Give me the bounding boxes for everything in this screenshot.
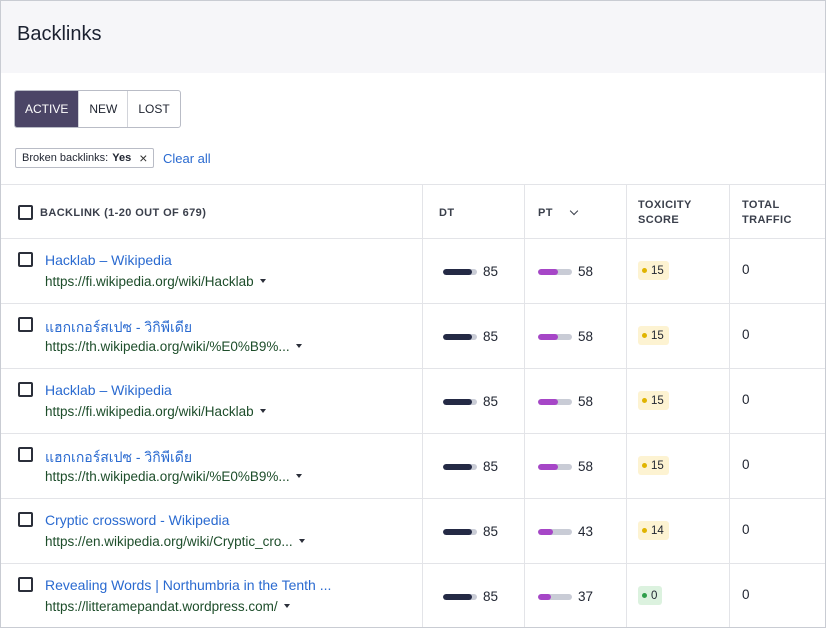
traffic-value: 0 xyxy=(742,327,750,342)
table-body: Hacklab – Wikipedia https://fi.wikipedia… xyxy=(1,239,825,627)
traffic-value: 0 xyxy=(742,522,750,537)
dt-bar xyxy=(443,464,477,470)
pt-value: 58 xyxy=(578,329,594,344)
dt-value: 85 xyxy=(483,524,499,539)
tab-active[interactable]: ACTIVE xyxy=(15,91,79,127)
backlink-url[interactable]: https://fi.wikipedia.org/wiki/Hacklab xyxy=(45,404,266,419)
pt-value: 37 xyxy=(578,589,594,604)
page-header: Backlinks xyxy=(1,1,825,73)
pt-value: 43 xyxy=(578,524,594,539)
caret-down-icon[interactable] xyxy=(283,604,290,609)
pt-bar xyxy=(538,399,572,405)
status-dot-icon xyxy=(642,593,647,598)
pt-bar xyxy=(538,529,572,535)
chevron-down-icon[interactable] xyxy=(569,206,579,216)
toxicity-badge: 15 xyxy=(638,391,669,410)
pt-bar xyxy=(538,269,572,275)
traffic-value: 0 xyxy=(742,262,750,277)
table-row: Hacklab – Wikipedia https://fi.wikipedia… xyxy=(1,239,825,304)
toxicity-badge: 15 xyxy=(638,456,669,475)
backlinks-table: BACKLINK (1-20 OUT OF 679) DT PT TOXICIT… xyxy=(1,184,825,627)
pt-bar xyxy=(538,464,572,470)
backlink-status-tabs: ACTIVE NEW LOST xyxy=(14,90,181,128)
dt-value: 85 xyxy=(483,459,499,474)
traffic-value: 0 xyxy=(742,587,750,602)
backlink-url[interactable]: https://th.wikipedia.org/wiki/%E0%B9%... xyxy=(45,339,302,354)
clear-all-link[interactable]: Clear all xyxy=(163,151,211,166)
row-checkbox[interactable] xyxy=(18,577,33,592)
row-checkbox[interactable] xyxy=(18,317,33,332)
traffic-value: 0 xyxy=(742,392,750,407)
tab-lost[interactable]: LOST xyxy=(127,91,179,127)
column-divider xyxy=(422,184,423,627)
pt-value: 58 xyxy=(578,394,594,409)
dt-value: 85 xyxy=(483,264,499,279)
row-checkbox[interactable] xyxy=(18,447,33,462)
table-row: Revealing Words | Northumbria in the Ten… xyxy=(1,564,825,627)
caret-down-icon[interactable] xyxy=(298,539,305,544)
caret-down-icon[interactable] xyxy=(295,474,302,479)
dt-bar xyxy=(443,269,477,275)
row-checkbox[interactable] xyxy=(18,382,33,397)
dt-bar xyxy=(443,529,477,535)
row-checkbox[interactable] xyxy=(18,252,33,267)
caret-down-icon[interactable] xyxy=(295,344,302,349)
filter-chip-broken-backlinks: Broken backlinks: Yes × xyxy=(15,148,155,168)
table-row: แฮกเกอร์สเปซ - วิกิพีเดีย https://th.wik… xyxy=(1,304,825,369)
dt-value: 85 xyxy=(483,329,499,344)
status-dot-icon xyxy=(642,268,647,273)
status-dot-icon xyxy=(642,333,647,338)
pt-bar xyxy=(538,334,572,340)
caret-down-icon[interactable] xyxy=(259,409,266,414)
backlink-url[interactable]: https://en.wikipedia.org/wiki/Cryptic_cr… xyxy=(45,534,305,549)
backlink-url[interactable]: https://litteramepandat.wordpress.com/ xyxy=(45,599,290,614)
column-divider xyxy=(729,184,730,627)
table-row: Cryptic crossword - Wikipedia https://en… xyxy=(1,499,825,564)
status-dot-icon xyxy=(642,528,647,533)
toxicity-badge: 15 xyxy=(638,261,669,280)
status-dot-icon xyxy=(642,398,647,403)
toxicity-badge: 15 xyxy=(638,326,669,345)
backlink-title-link[interactable]: แฮกเกอร์สเปซ - วิกิพีเดีย xyxy=(45,449,193,465)
backlink-title-link[interactable]: Cryptic crossword - Wikipedia xyxy=(45,512,230,528)
toxicity-badge: 14 xyxy=(638,521,669,540)
pt-value: 58 xyxy=(578,264,594,279)
dt-value: 85 xyxy=(483,589,499,604)
dt-value: 85 xyxy=(483,394,499,409)
row-checkbox[interactable] xyxy=(18,512,33,527)
backlink-title-link[interactable]: แฮกเกอร์สเปซ - วิกิพีเดีย xyxy=(45,319,193,335)
backlink-title-link[interactable]: Revealing Words | Northumbria in the Ten… xyxy=(45,577,332,593)
tab-new[interactable]: NEW xyxy=(78,91,127,127)
toxicity-badge: 0 xyxy=(638,586,663,605)
table-row: Hacklab – Wikipedia https://fi.wikipedia… xyxy=(1,369,825,434)
backlink-title-link[interactable]: Hacklab – Wikipedia xyxy=(45,382,172,398)
dt-bar xyxy=(443,399,477,405)
select-all-checkbox[interactable] xyxy=(18,205,33,220)
column-divider xyxy=(524,184,525,627)
close-icon[interactable]: × xyxy=(139,150,148,166)
filter-value: Yes xyxy=(112,152,132,164)
filter-label: Broken backlinks: xyxy=(22,152,109,164)
pt-bar xyxy=(538,594,572,600)
backlink-title-link[interactable]: Hacklab – Wikipedia xyxy=(45,252,172,268)
pt-value: 58 xyxy=(578,459,594,474)
dt-bar xyxy=(443,594,477,600)
traffic-value: 0 xyxy=(742,457,750,472)
column-divider xyxy=(626,184,627,627)
page-title: Backlinks xyxy=(17,23,102,45)
backlink-url[interactable]: https://fi.wikipedia.org/wiki/Hacklab xyxy=(45,274,266,289)
table-row: แฮกเกอร์สเปซ - วิกิพีเดีย https://th.wik… xyxy=(1,434,825,499)
dt-bar xyxy=(443,334,477,340)
caret-down-icon[interactable] xyxy=(259,279,266,284)
status-dot-icon xyxy=(642,463,647,468)
table-header: BACKLINK (1-20 OUT OF 679) DT PT TOXICIT… xyxy=(1,184,825,239)
backlink-url[interactable]: https://th.wikipedia.org/wiki/%E0%B9%... xyxy=(45,469,302,484)
